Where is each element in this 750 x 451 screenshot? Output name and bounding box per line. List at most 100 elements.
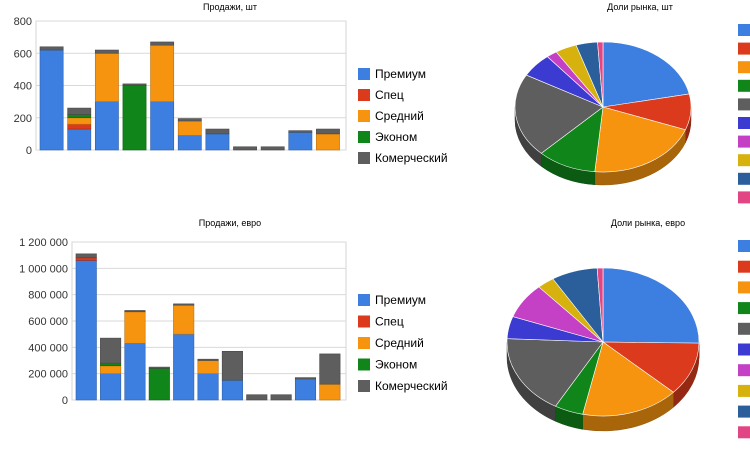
bar-segment	[205, 133, 230, 151]
legend-swatch	[738, 426, 750, 439]
y-tick-label: 1 000 000	[19, 263, 68, 275]
bar-segment	[319, 353, 341, 385]
bar-segment	[67, 117, 92, 125]
legend-label: Комерческий	[375, 151, 448, 165]
legend-label: Премиум	[375, 67, 426, 81]
bar-segment	[319, 383, 341, 401]
bars	[75, 253, 341, 401]
legend-swatch	[738, 117, 750, 129]
legend-swatch	[738, 281, 750, 294]
bar-segment	[150, 41, 175, 46]
legend-swatch	[358, 380, 370, 392]
y-tick-label: 400	[14, 81, 32, 93]
bar-segment	[177, 118, 202, 122]
legend-swatch	[738, 172, 750, 185]
bar-segment	[316, 133, 340, 151]
bar-segment	[75, 257, 97, 261]
bar-segment	[221, 379, 243, 401]
bar-segment	[39, 49, 64, 151]
pie-slice	[596, 267, 604, 343]
legend-swatch	[738, 260, 750, 273]
bar-segment	[260, 146, 285, 151]
legend-swatch	[738, 135, 750, 148]
legend-swatches	[738, 240, 750, 439]
bar-segment	[94, 49, 119, 54]
bar-segment	[197, 358, 219, 361]
bar-chart-euro: Продажи, евро 0 200 000 400 000 600 000 800 …	[19, 218, 448, 407]
y-ticks: 0 200 400 600 800	[14, 16, 32, 157]
pie	[506, 267, 700, 432]
bar-segment	[173, 333, 195, 401]
y-tick-label: 0	[62, 395, 68, 407]
legend-label: Премиум	[375, 293, 426, 307]
legend-swatch	[358, 358, 370, 371]
bar-segment	[316, 128, 340, 135]
pie-slice	[602, 341, 700, 393]
bar-segment	[75, 253, 97, 259]
bar-segment	[173, 303, 195, 306]
bar-segment	[148, 368, 170, 401]
legend-swatch	[358, 315, 370, 328]
pie-slice	[514, 74, 604, 154]
bar-segment	[122, 83, 147, 86]
bar-segment	[122, 85, 147, 151]
legend-swatch	[738, 384, 750, 397]
legend-swatch	[358, 110, 370, 122]
legend-swatch	[738, 343, 750, 356]
y-tick-label: 600	[14, 48, 32, 60]
bar-segment	[100, 373, 122, 401]
y-tick-label: 800 000	[28, 290, 68, 302]
legend-swatch	[738, 61, 750, 74]
bar-segment	[246, 394, 268, 401]
pie-slice	[602, 267, 700, 344]
y-tick-label: 400 000	[28, 342, 68, 354]
bars	[39, 41, 340, 151]
bar-segment	[67, 114, 92, 119]
bar-segment	[100, 362, 122, 367]
legend-label: Спец	[375, 315, 404, 329]
bar-segment	[148, 366, 170, 369]
pie-slice	[602, 41, 690, 108]
legend-swatch	[738, 154, 750, 167]
legend-label: Спец	[375, 88, 404, 102]
legend: Премиум Спец Средний Эконом Комерческий	[358, 293, 448, 393]
chart-title: Продажи, евро	[199, 218, 261, 228]
bar-segment	[288, 131, 313, 151]
y-tick-label: 200	[14, 113, 32, 125]
chart-title: Продажи, шт	[203, 2, 257, 12]
bar-segment	[94, 101, 119, 151]
legend-swatch	[738, 322, 750, 335]
legend: Премиум Спец Средний Эконом Комерческий	[358, 67, 448, 165]
legend-label: Средний	[375, 336, 424, 350]
bar-segment	[124, 310, 146, 313]
y-tick-label: 800	[14, 16, 32, 28]
bar-segment	[197, 373, 219, 401]
y-tick-label: 0	[26, 145, 32, 157]
y-tick-label: 600 000	[28, 316, 68, 328]
legend-swatch	[738, 302, 750, 315]
bar-segment	[294, 378, 317, 401]
bar-segment	[67, 123, 92, 130]
legend-swatch	[358, 152, 370, 164]
bar-segment	[150, 101, 175, 151]
y-ticks: 0 200 000 400 000 600 000 800 000 1 000 000 1 …	[19, 237, 68, 407]
legend-swatch	[738, 240, 750, 252]
pie-slice	[582, 341, 674, 417]
bar-segment	[270, 394, 292, 401]
legend-swatch	[738, 191, 750, 204]
legend-swatch	[358, 68, 370, 80]
bar-segment	[221, 350, 243, 381]
bar-segment	[205, 128, 230, 135]
bar-segment	[39, 46, 64, 51]
legend-label: Эконом	[375, 130, 417, 144]
y-tick-label: 200 000	[28, 369, 68, 381]
legend-label: Эконом	[375, 358, 417, 372]
bar-segment	[177, 120, 202, 136]
legend-swatch	[358, 294, 370, 306]
legend-swatch	[738, 364, 750, 377]
pie-chart-euro: Доли рынка, евро	[506, 218, 750, 439]
bar-segment	[294, 377, 317, 380]
bar-segment	[124, 343, 146, 401]
bar-chart-units: Продажи, шт 0 200 400 600 800 Премиум Спец Сре…	[14, 2, 448, 165]
